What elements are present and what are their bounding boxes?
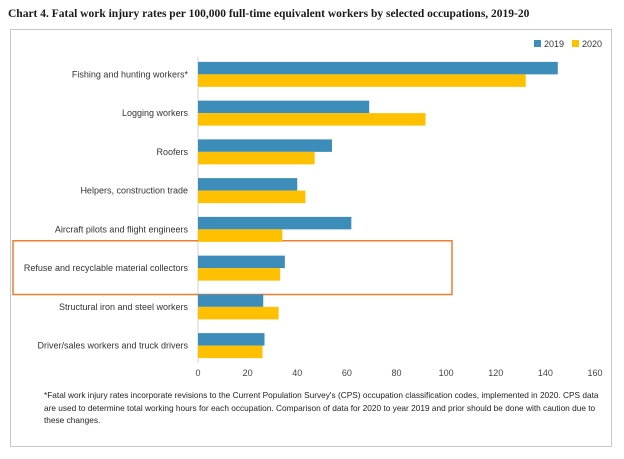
bar-2019 bbox=[198, 294, 264, 307]
bar-2020 bbox=[198, 190, 306, 204]
bar-2019 bbox=[198, 333, 265, 346]
x-tick-label: 20 bbox=[243, 368, 253, 378]
bar-2019 bbox=[198, 61, 558, 75]
bar-2020 bbox=[198, 151, 315, 165]
legend-swatch-2020 bbox=[572, 40, 579, 47]
x-tick-label: 40 bbox=[292, 368, 302, 378]
bar-2019 bbox=[198, 178, 298, 191]
category-label: Refuse and recyclable material collector… bbox=[24, 263, 189, 273]
category-label: Structural iron and steel workers bbox=[59, 302, 189, 312]
x-tick-label: 120 bbox=[488, 368, 503, 378]
category-label: Helpers, construction trade bbox=[80, 186, 188, 196]
x-tick-label: 80 bbox=[391, 368, 401, 378]
bar-2020 bbox=[198, 268, 281, 281]
bar-2020 bbox=[198, 113, 426, 126]
bar-2020 bbox=[198, 74, 526, 87]
x-tick-label: 140 bbox=[538, 368, 553, 378]
category-label: Fishing and hunting workers* bbox=[72, 69, 189, 79]
footnote: *Fatal work injury rates incorporate rev… bbox=[44, 390, 599, 425]
bar-2020 bbox=[198, 229, 283, 242]
legend-label-2020: 2020 bbox=[582, 39, 602, 49]
bar-2019 bbox=[198, 216, 352, 230]
x-tick-label: 160 bbox=[587, 368, 602, 378]
chart-title: Chart 4. Fatal work injury rates per 100… bbox=[8, 8, 530, 20]
legend-swatch-2019 bbox=[534, 40, 541, 47]
category-label: Driver/sales workers and truck drivers bbox=[37, 341, 188, 351]
x-tick-label: 60 bbox=[342, 368, 352, 378]
category-label: Logging workers bbox=[122, 108, 189, 118]
bar-2019 bbox=[198, 255, 285, 269]
bar-2020 bbox=[198, 345, 263, 359]
chart-frame bbox=[10, 29, 612, 447]
category-label: Roofers bbox=[156, 147, 188, 157]
bar-2019 bbox=[198, 100, 370, 114]
legend-label-2019: 2019 bbox=[544, 39, 564, 49]
bar-2020 bbox=[198, 306, 279, 320]
x-tick-label: 0 bbox=[195, 368, 200, 378]
bar-2019 bbox=[198, 139, 332, 152]
category-label: Aircraft pilots and flight engineers bbox=[55, 224, 189, 234]
x-tick-label: 100 bbox=[439, 368, 454, 378]
